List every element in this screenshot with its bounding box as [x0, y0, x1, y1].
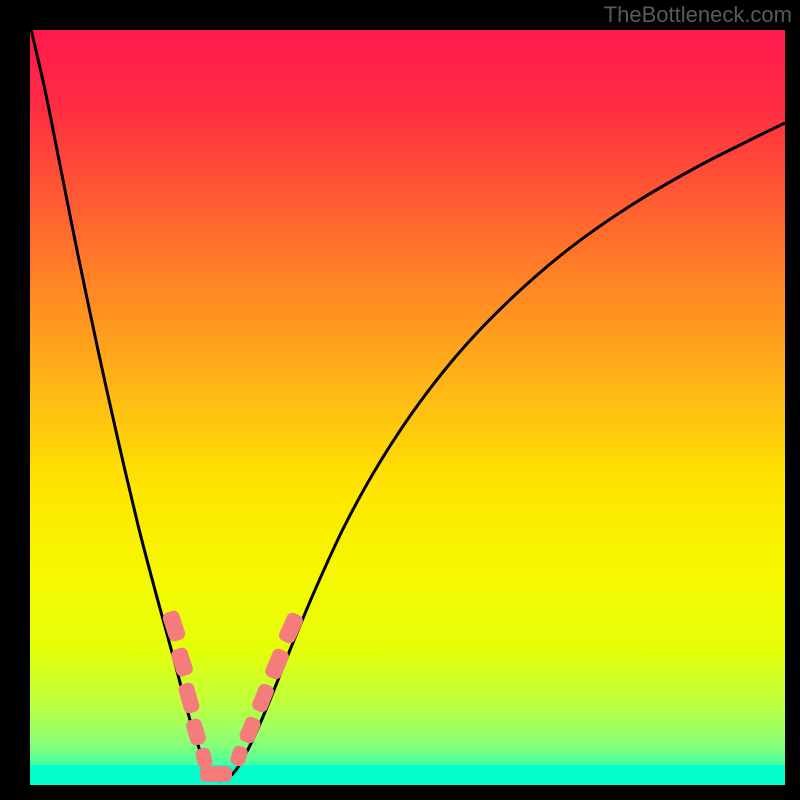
chart-container: TheBottleneck.com — [0, 0, 800, 800]
bottleneck-curve-plot — [30, 30, 785, 785]
curve-marker — [200, 766, 232, 782]
watermark-text: TheBottleneck.com — [604, 2, 792, 28]
green-band — [30, 765, 785, 785]
gradient-background — [30, 30, 785, 785]
